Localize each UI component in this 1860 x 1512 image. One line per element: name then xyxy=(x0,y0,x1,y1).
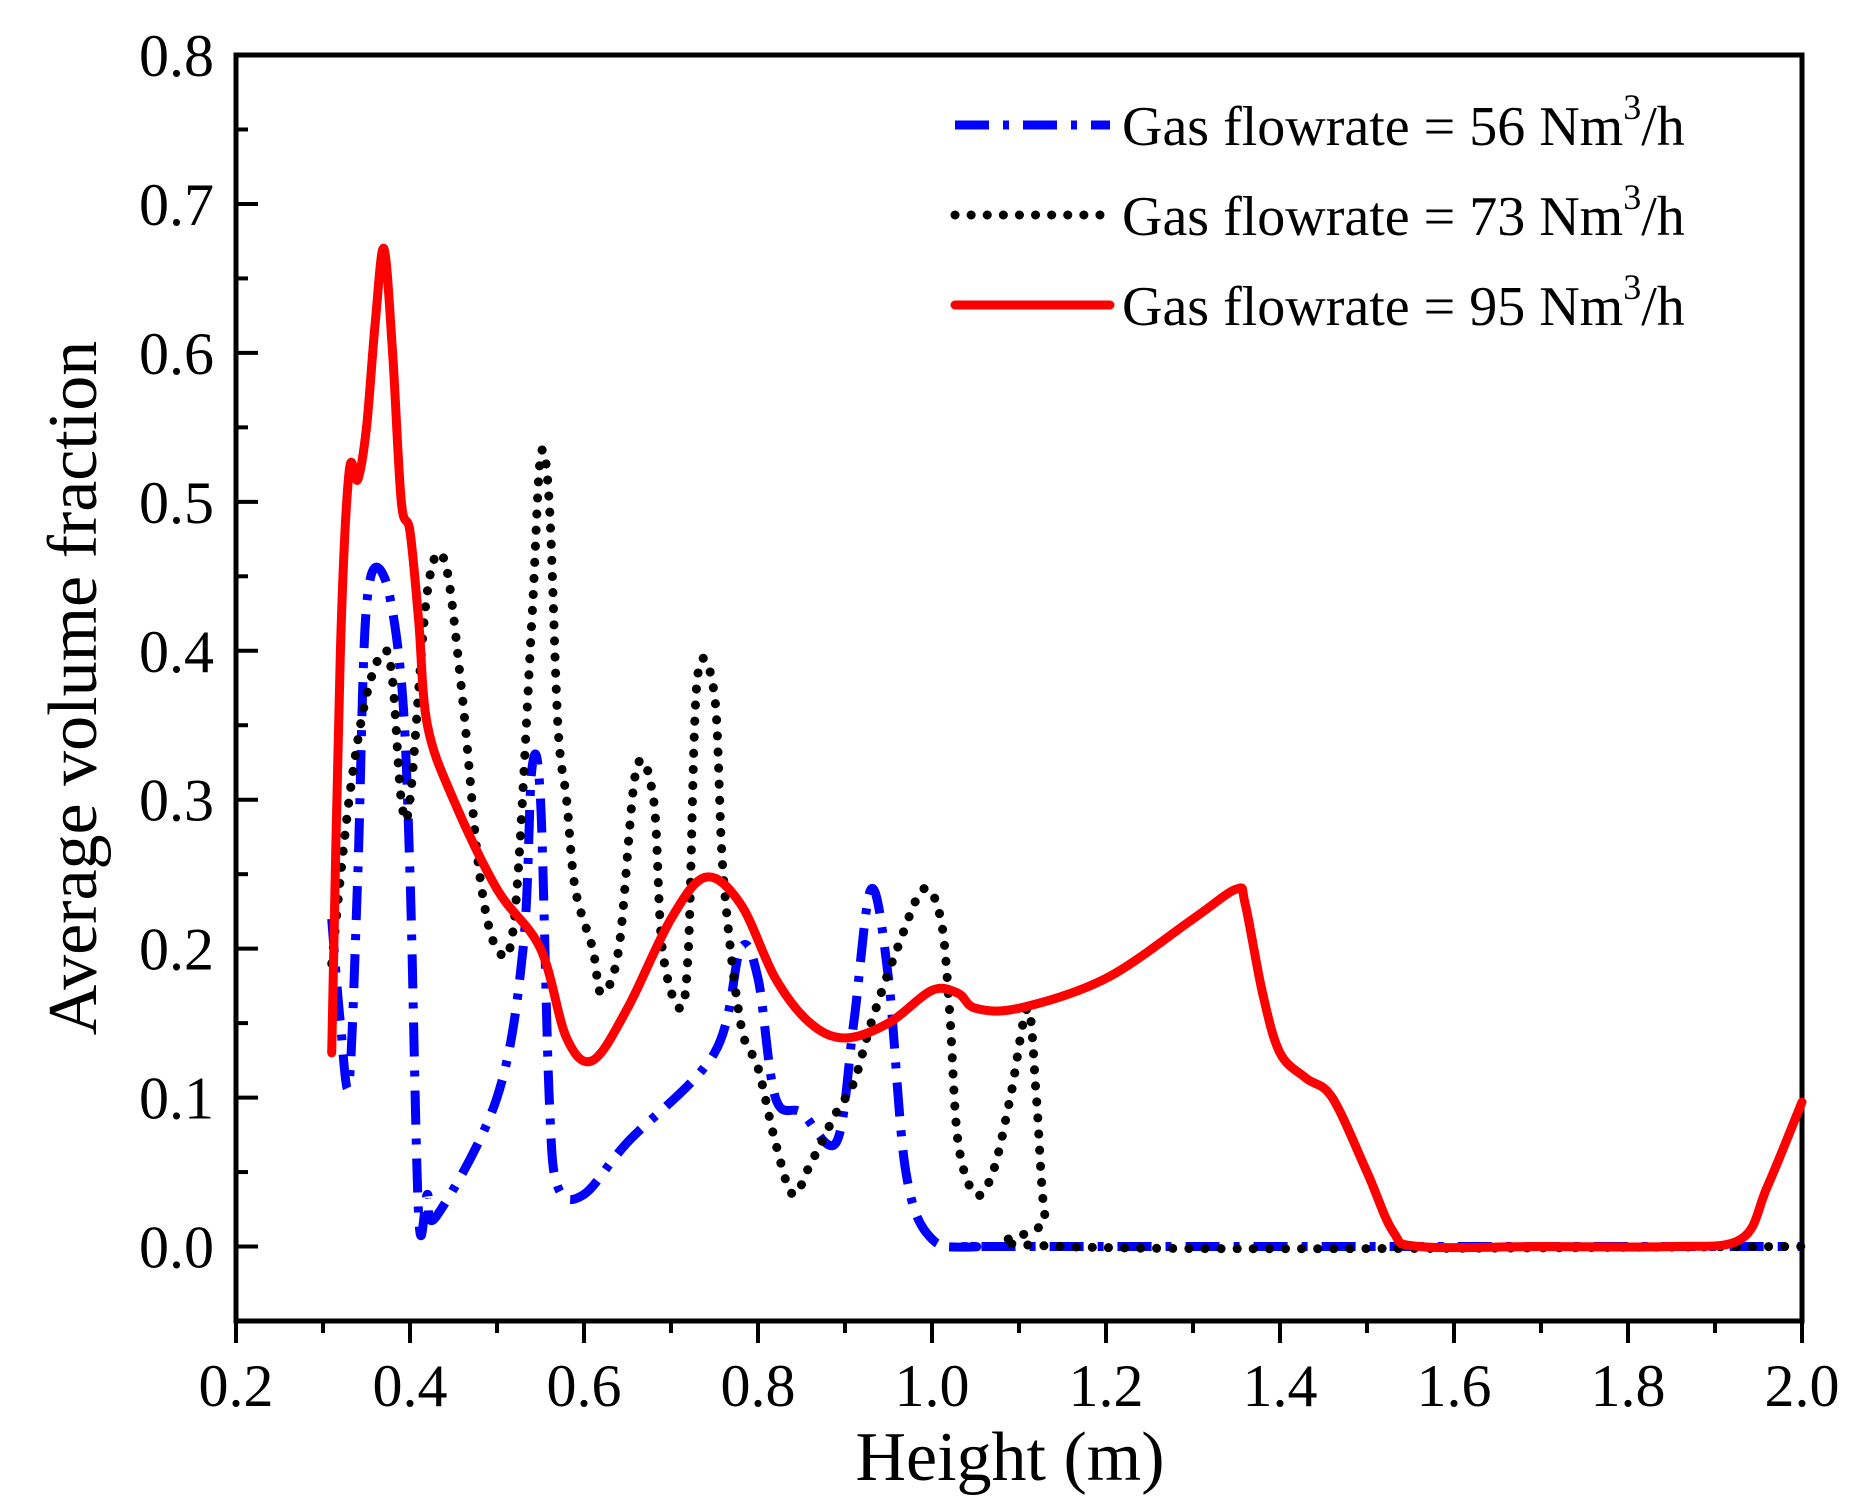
x-axis-title: Height (m) xyxy=(855,1419,1164,1496)
x-tick-label: 1.4 xyxy=(1243,1353,1318,1419)
series-line-1 xyxy=(327,562,1802,1252)
axis-ticks xyxy=(234,53,1804,1343)
legend-label-sup: 3 xyxy=(1623,87,1641,127)
legend-label-suffix: /h xyxy=(1641,186,1685,248)
x-tick-label: 0.2 xyxy=(199,1353,274,1419)
y-axis-title: Average volume fraction xyxy=(35,341,112,1036)
x-tick-label: 0.8 xyxy=(721,1353,796,1419)
y-tick-label: 0.0 xyxy=(139,1215,214,1281)
x-tick-label: 1.2 xyxy=(1069,1353,1144,1419)
y-tick-label: 0.8 xyxy=(139,23,214,89)
x-tick-labels: 0.2 0.4 0.6 0.8 1.0 1.2 1.4 1.6 1.8 2.0 xyxy=(199,1353,1840,1419)
y-tick-label: 0.5 xyxy=(139,470,214,536)
x-tick-label: 1.0 xyxy=(895,1353,970,1419)
legend-label-sup: 3 xyxy=(1623,177,1641,217)
x-tick-label: 1.8 xyxy=(1591,1353,1666,1419)
y-tick-label: 0.4 xyxy=(139,619,214,685)
legend-label-suffix: /h xyxy=(1641,276,1685,338)
legend-label-prefix: Gas flowrate = 95 Nm xyxy=(1122,276,1623,338)
y-tick-labels: 0.0 0.1 0.2 0.3 0.4 0.5 0.6 0.7 0.8 xyxy=(139,23,214,1281)
legend-label-2: Gas flowrate = 73 Nm3/h xyxy=(1122,177,1685,248)
series-line-3 xyxy=(327,244,1807,1253)
legend-label-1: Gas flowrate = 56 Nm3/h xyxy=(1122,87,1685,158)
y-tick-label: 0.1 xyxy=(139,1066,214,1132)
y-tick-label: 0.3 xyxy=(139,768,214,834)
legend-label-prefix: Gas flowrate = 73 Nm xyxy=(1122,186,1623,248)
legend-label-prefix: Gas flowrate = 56 Nm xyxy=(1122,96,1623,158)
legend-label-3: Gas flowrate = 95 Nm3/h xyxy=(1122,267,1685,338)
y-tick-label: 0.7 xyxy=(139,172,214,238)
series-line-2 xyxy=(327,445,1807,1254)
legend-label-suffix: /h xyxy=(1641,96,1685,158)
y-tick-label: 0.2 xyxy=(139,917,214,983)
series-lines xyxy=(327,244,1807,1254)
legend-label-sup: 3 xyxy=(1623,267,1641,307)
x-tick-label: 1.6 xyxy=(1417,1353,1492,1419)
x-tick-label: 0.6 xyxy=(547,1353,622,1419)
x-tick-label: 0.4 xyxy=(373,1353,448,1419)
x-tick-label: 2.0 xyxy=(1765,1353,1840,1419)
y-tick-label: 0.6 xyxy=(139,321,214,387)
